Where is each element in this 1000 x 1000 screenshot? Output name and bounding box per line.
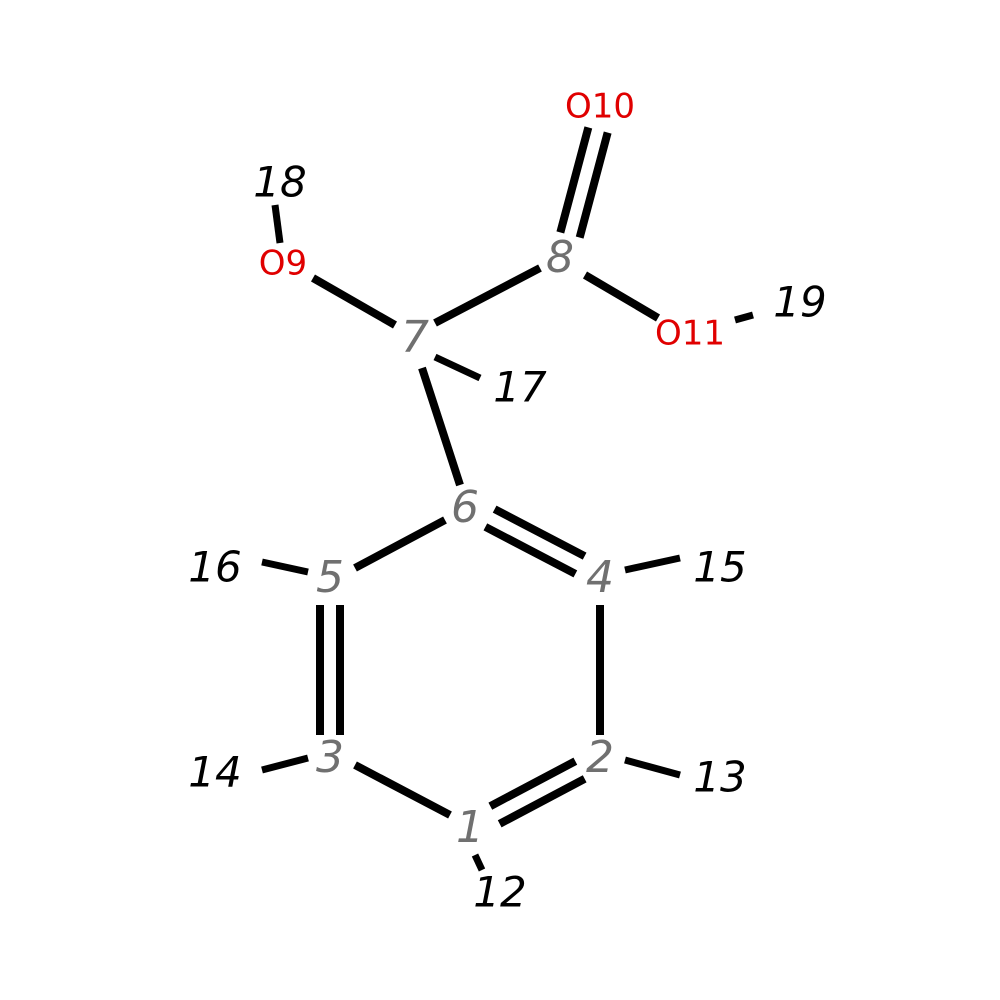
bond-5-6: [355, 520, 445, 568]
index-18: 18: [253, 158, 306, 207]
stub-O9-18: [275, 205, 280, 243]
index-17: 17: [493, 363, 547, 412]
bond-8-O11: [585, 275, 658, 318]
bond-4-6: [485, 527, 575, 574]
atom-4: 4: [586, 552, 614, 603]
index-14: 14: [188, 748, 241, 797]
atom-O9: O9: [259, 244, 307, 284]
stub-2-13: [625, 760, 680, 775]
atom-2: 2: [586, 732, 614, 783]
stub-7-17: [435, 357, 480, 378]
index-16: 16: [188, 543, 241, 592]
bond-6-7: [422, 368, 460, 485]
atom-O11: O11: [655, 314, 725, 354]
bond-7-O9: [313, 278, 395, 325]
stub-3-14: [262, 758, 308, 770]
atom-O10: O10: [565, 87, 635, 127]
atom-3: 3: [316, 732, 344, 783]
molecule-diagram: 12345678O9O10O11 1213141516171819: [0, 0, 1000, 1000]
index-12: 12: [473, 868, 526, 917]
bond-7-8: [435, 268, 540, 323]
index-19: 19: [773, 278, 826, 327]
atom-1: 1: [456, 802, 484, 853]
stub-4-15: [625, 558, 680, 570]
stub-5-16: [262, 562, 308, 572]
atom-8: 8: [546, 232, 574, 283]
bond-1-3: [355, 765, 450, 815]
atom-5: 5: [316, 552, 344, 603]
index-13: 13: [693, 753, 746, 802]
index-15: 15: [693, 543, 746, 592]
atom-6: 6: [451, 482, 479, 533]
bond-1-2: [490, 761, 575, 806]
atom-7: 7: [401, 312, 429, 363]
stub-O11-19: [735, 315, 753, 320]
